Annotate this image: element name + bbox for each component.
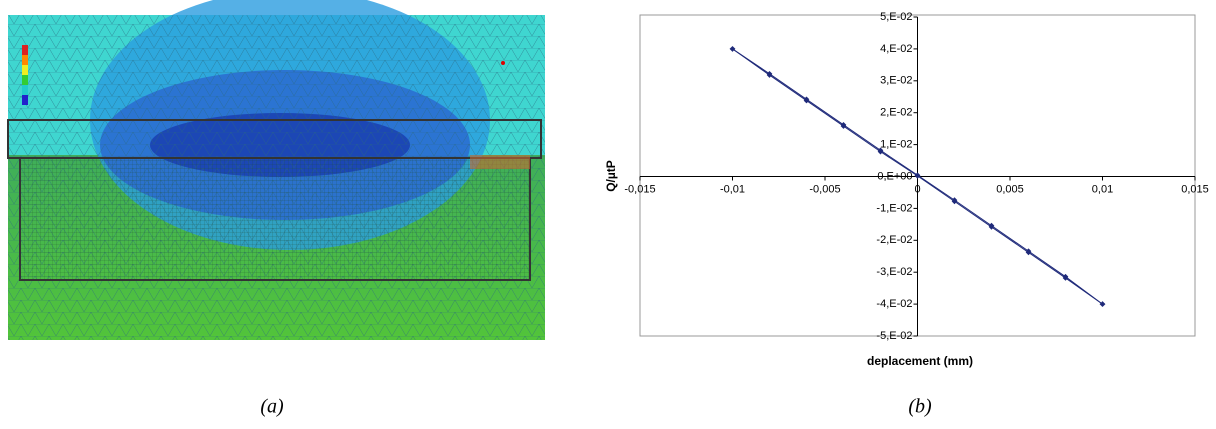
fem-image (7, 0, 545, 340)
x-tick-label: 0,01 (1092, 183, 1113, 195)
caption: (b) (908, 396, 932, 418)
point (1099, 301, 1106, 307)
point (914, 172, 921, 179)
point (729, 46, 736, 52)
y-tick-label: 0,E+00 (877, 170, 912, 182)
x-tick-label: -0,005 (809, 183, 840, 195)
point (803, 96, 810, 103)
x-tick-label: -0,01 (720, 183, 745, 195)
y-tick-label: -4,E-02 (876, 298, 912, 310)
x-tick-label: 0,015 (1181, 183, 1209, 195)
y-tick-label: 5,E-02 (880, 11, 912, 23)
x-tick-label: 0 (914, 183, 920, 195)
x-tick-label: -0,015 (624, 183, 655, 195)
point (840, 121, 847, 128)
y-tick-label: -5,E-02 (876, 330, 912, 342)
y-tick-label: -1,E-02 (876, 202, 912, 214)
point (988, 222, 995, 229)
y-tick-label: 2,E-02 (880, 107, 912, 119)
point (1062, 273, 1069, 280)
point (877, 147, 884, 154)
y-tick-label: 1,E-02 (880, 139, 912, 151)
y-axis-label: Q/µtP (604, 160, 618, 192)
point (1025, 248, 1032, 254)
y-tick-label: 4,E-02 (880, 43, 912, 55)
y-tick-label: -2,E-02 (876, 234, 912, 246)
point (766, 70, 773, 77)
y-tick-label: -3,E-02 (876, 266, 912, 278)
y-tick-label: 3,E-02 (880, 75, 912, 87)
point (951, 197, 958, 203)
x-axis-label: deplacement (mm) (867, 354, 973, 368)
x-tick-label: 0,005 (996, 183, 1024, 195)
caption: (a) (260, 396, 284, 418)
